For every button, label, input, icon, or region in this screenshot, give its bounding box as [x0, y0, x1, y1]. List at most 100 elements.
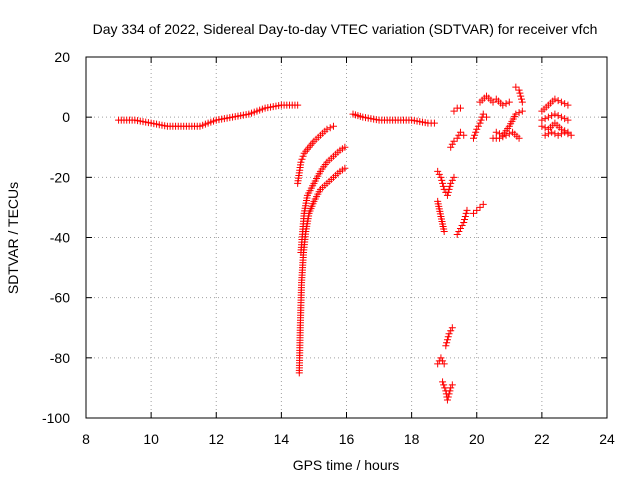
data-point — [541, 131, 549, 139]
data-point — [502, 100, 510, 108]
data-point — [472, 128, 480, 136]
data-point — [499, 101, 507, 109]
y-tick-label: 20 — [54, 49, 70, 65]
data-point — [453, 230, 461, 238]
data-point — [516, 89, 524, 97]
data-point — [461, 212, 469, 220]
data-point — [471, 131, 479, 139]
data-point — [443, 396, 451, 404]
data-point — [456, 128, 464, 136]
data-point — [444, 393, 452, 401]
x-axis-ticks: 8 10 12 14 16 18 20 22 24 — [82, 57, 615, 447]
data-point — [297, 158, 305, 166]
data-point — [440, 381, 448, 389]
chart-title: Day 334 of 2022, Sidereal Day-to-day VTE… — [93, 21, 598, 37]
data-point — [477, 116, 485, 124]
data-point — [473, 125, 481, 133]
data-point — [434, 360, 442, 368]
data-point — [512, 110, 520, 118]
data-point — [538, 116, 546, 124]
x-tick-label: 16 — [339, 431, 355, 447]
x-tick-label: 10 — [143, 431, 159, 447]
y-axis-ticks: 20 0 -20 -40 -60 -80 -100 — [42, 49, 607, 426]
data-point — [557, 130, 565, 138]
data-point — [443, 191, 451, 199]
data-point — [512, 83, 520, 91]
data-point — [544, 130, 552, 138]
data-point — [458, 221, 466, 229]
x-tick-label: 20 — [469, 431, 485, 447]
data-point — [440, 227, 448, 235]
data-point — [473, 206, 481, 214]
data-point — [469, 209, 477, 217]
data-point — [456, 224, 464, 232]
data-point — [502, 131, 510, 139]
data-point — [447, 179, 455, 187]
data-point — [453, 134, 461, 142]
data-point — [538, 122, 546, 130]
data-point — [564, 130, 572, 138]
data-point — [554, 97, 562, 105]
data-point — [326, 124, 334, 132]
data-point — [460, 131, 468, 139]
data-point — [548, 112, 556, 120]
data-point — [444, 188, 452, 196]
data-point — [505, 98, 513, 106]
data-point — [517, 92, 525, 100]
x-tick-label: 8 — [82, 431, 90, 447]
data-point — [462, 209, 470, 217]
data-point — [463, 206, 471, 214]
data-point — [483, 113, 491, 121]
data-point — [443, 339, 451, 347]
data-point — [518, 107, 526, 115]
data-point — [443, 336, 451, 344]
data-point — [551, 130, 559, 138]
data-point — [474, 122, 482, 130]
data-point — [557, 98, 565, 106]
data-point — [437, 173, 445, 181]
x-tick-label: 18 — [404, 431, 420, 447]
x-tick-label: 12 — [208, 431, 224, 447]
data-point — [564, 116, 572, 124]
data-point — [439, 179, 447, 187]
data-point — [455, 227, 463, 235]
y-tick-label: -100 — [42, 410, 70, 426]
data-point — [499, 133, 507, 141]
data-point — [448, 176, 456, 184]
data-point — [446, 387, 454, 395]
data-point — [447, 327, 455, 335]
data-point — [298, 155, 306, 163]
y-tick-label: -20 — [50, 169, 70, 185]
data-point — [299, 152, 307, 160]
data-point — [548, 128, 556, 136]
y-tick-label: -40 — [50, 230, 70, 246]
data-point — [476, 119, 484, 127]
data-point — [518, 95, 526, 103]
data-point — [496, 134, 504, 142]
data-point — [447, 143, 455, 151]
data-point — [450, 107, 458, 115]
data-point — [461, 215, 469, 223]
data-point — [505, 130, 513, 138]
data-point — [476, 203, 484, 211]
data-point — [564, 101, 572, 109]
data-point — [450, 137, 458, 145]
data-point — [479, 200, 487, 208]
data-point — [439, 357, 447, 365]
data-point — [544, 113, 552, 121]
data-point — [341, 164, 349, 172]
data-point — [561, 128, 569, 136]
data-point — [456, 104, 464, 112]
data-point — [445, 330, 453, 338]
data-point — [329, 122, 337, 130]
data-point — [448, 381, 456, 389]
data-point — [551, 110, 559, 118]
data-point — [541, 115, 549, 123]
data-point — [479, 110, 487, 118]
data-point — [435, 170, 443, 178]
data-point — [492, 128, 500, 136]
data-point — [444, 333, 452, 341]
data-point — [341, 143, 349, 151]
data-point — [460, 218, 468, 226]
